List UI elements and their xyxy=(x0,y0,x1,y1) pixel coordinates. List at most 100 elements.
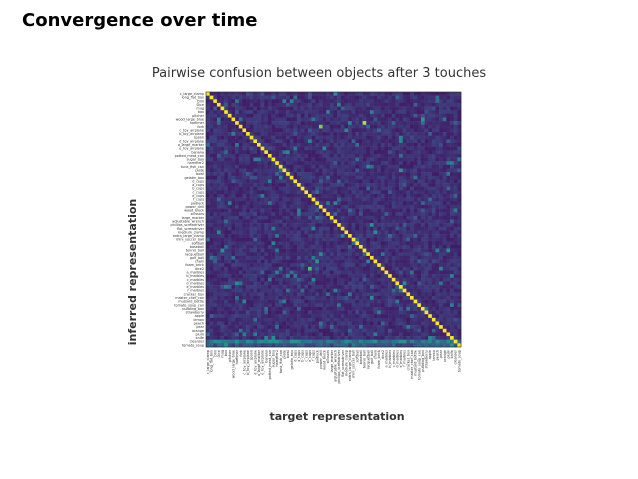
heatmap-cell xyxy=(344,168,349,173)
heatmap-cell xyxy=(362,274,367,279)
heatmap-cell xyxy=(402,106,407,111)
heatmap-cell xyxy=(216,274,221,279)
heatmap-cell xyxy=(264,113,269,118)
heatmap-cell xyxy=(435,270,440,275)
x-tick-label: Dice xyxy=(217,350,221,358)
heatmap-cell xyxy=(384,172,389,177)
heatmap-cell xyxy=(227,237,232,242)
heatmap-cell xyxy=(417,314,422,319)
heatmap-cell xyxy=(362,113,367,118)
heatmap-cell xyxy=(297,332,301,337)
heatmap-cell xyxy=(359,102,363,107)
heatmap-cell xyxy=(249,128,254,133)
heatmap-cell xyxy=(242,194,247,198)
heatmap-cell xyxy=(406,99,411,104)
heatmap-cell xyxy=(442,245,447,249)
heatmap-cell xyxy=(326,157,331,162)
heatmap-cell xyxy=(329,135,334,140)
heatmap-cell xyxy=(209,161,214,166)
heatmap-cell xyxy=(373,219,378,224)
heatmap-cell xyxy=(340,263,345,268)
heatmap-cell xyxy=(220,281,225,286)
heatmap-cell xyxy=(231,135,236,140)
heatmap-cell xyxy=(373,128,378,133)
heatmap-cell xyxy=(311,321,316,326)
heatmap-cell xyxy=(362,121,367,126)
heatmap-cell xyxy=(242,245,247,249)
heatmap-cell xyxy=(333,161,338,166)
heatmap-cell xyxy=(417,296,422,300)
heatmap-cell xyxy=(442,106,447,111)
heatmap-cell xyxy=(406,124,411,129)
heatmap-cell xyxy=(242,157,247,162)
heatmap-cell xyxy=(249,183,254,187)
heatmap-cell xyxy=(344,259,349,264)
heatmap-cell xyxy=(253,328,258,333)
heatmap-cell xyxy=(293,296,298,300)
heatmap-cell xyxy=(384,339,389,344)
heatmap-cell xyxy=(257,124,261,129)
heatmap-cell xyxy=(297,164,301,169)
heatmap-cell xyxy=(399,201,403,206)
heatmap-cell xyxy=(297,237,301,242)
heatmap-cell xyxy=(293,255,298,260)
heatmap-cell xyxy=(300,183,305,187)
heatmap-cell xyxy=(351,277,356,282)
heatmap-cell xyxy=(446,183,451,187)
heatmap-cell xyxy=(246,255,250,260)
heatmap-cell xyxy=(351,245,356,249)
heatmap-cell xyxy=(293,110,298,115)
heatmap-cell xyxy=(315,117,320,122)
heatmap-cell xyxy=(399,135,403,140)
heatmap-cell xyxy=(264,296,269,300)
heatmap-cell xyxy=(450,183,454,187)
heatmap-cell xyxy=(384,245,389,249)
heatmap-cell xyxy=(216,179,221,184)
heatmap-cell xyxy=(300,146,305,151)
heatmap-cell xyxy=(235,285,240,289)
heatmap-cell xyxy=(435,172,440,177)
heatmap-cell xyxy=(359,106,363,111)
heatmap-cell xyxy=(308,226,312,231)
heatmap-cell xyxy=(224,186,229,191)
heatmap-cell xyxy=(282,303,287,308)
heatmap-cell xyxy=(369,92,374,96)
heatmap-cell xyxy=(220,328,225,333)
heatmap-cell xyxy=(278,285,283,289)
heatmap-cell xyxy=(402,190,407,195)
heatmap-cell xyxy=(231,292,236,297)
heatmap-cell xyxy=(348,263,352,268)
heatmap-cell xyxy=(238,255,243,260)
heatmap-cell xyxy=(395,135,400,140)
y-tick-label: long_flat_box xyxy=(182,96,204,100)
heatmap-cell xyxy=(267,296,272,300)
heatmap-cell xyxy=(264,306,269,311)
heatmap-cell xyxy=(227,306,232,311)
heatmap-cell xyxy=(289,259,294,264)
heatmap-cell xyxy=(246,117,250,122)
heatmap-cell xyxy=(337,285,342,289)
heatmap-cell xyxy=(246,161,250,166)
heatmap-cell xyxy=(337,175,342,180)
heatmap-cell xyxy=(413,336,418,340)
heatmap-cell xyxy=(326,332,331,337)
heatmap-cell xyxy=(457,277,462,282)
heatmap-cell xyxy=(395,157,400,162)
heatmap-cell xyxy=(391,95,396,100)
heatmap-cell xyxy=(253,157,258,162)
heatmap-cell xyxy=(297,106,301,111)
heatmap-cell xyxy=(304,292,309,297)
heatmap-cell xyxy=(340,106,345,111)
heatmap-cell xyxy=(304,226,309,231)
heatmap-cell xyxy=(231,175,236,180)
heatmap-cell xyxy=(391,234,396,238)
heatmap-cell xyxy=(413,157,418,162)
heatmap-cell xyxy=(446,328,451,333)
x-tick-label: c_toy_airplane xyxy=(242,350,246,375)
heatmap-cell xyxy=(388,285,393,289)
heatmap-cell xyxy=(260,339,265,344)
heatmap-cell xyxy=(282,99,287,104)
heatmap-cell xyxy=(224,194,229,198)
heatmap-cell xyxy=(366,226,371,231)
heatmap-cell xyxy=(227,299,232,304)
